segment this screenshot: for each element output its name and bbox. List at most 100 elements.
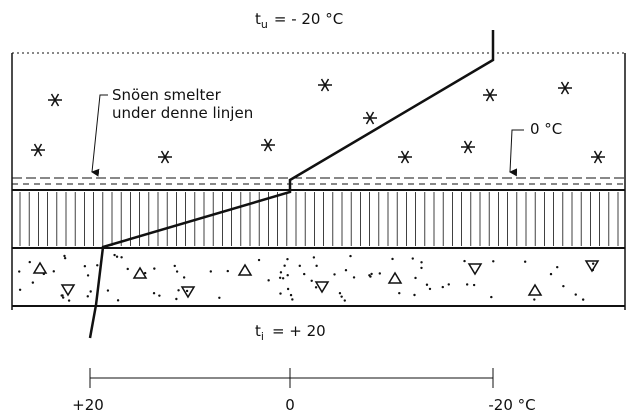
aggregate-dot bbox=[344, 299, 346, 301]
aggregate-dot bbox=[370, 273, 372, 275]
aggregate-dot bbox=[303, 273, 305, 275]
aggregate-dot bbox=[63, 255, 65, 257]
aggregate-dot bbox=[127, 268, 129, 270]
leader-arrow bbox=[510, 130, 524, 172]
scale-label: +20 bbox=[72, 396, 104, 414]
aggregate-dot bbox=[175, 298, 177, 300]
aggregate-dot bbox=[473, 284, 475, 286]
aggregate-dot bbox=[32, 281, 34, 283]
aggregate-stone bbox=[389, 273, 401, 283]
aggregate-dot bbox=[533, 298, 535, 300]
aggregate-stone bbox=[469, 264, 481, 274]
aggregate-dot bbox=[89, 290, 91, 292]
aggregate-dot bbox=[283, 264, 285, 266]
aggregate-dot bbox=[349, 255, 351, 257]
aggregate-dot bbox=[158, 294, 160, 296]
aggregate-dot bbox=[113, 254, 115, 256]
aggregate-dot bbox=[87, 274, 89, 276]
aggregate-dot bbox=[339, 292, 341, 294]
aggregate-dot bbox=[412, 257, 414, 259]
aggregate-stone bbox=[316, 282, 328, 292]
scale: +20 0 -20 °C bbox=[72, 368, 535, 414]
aggregate-dot bbox=[177, 289, 179, 291]
aggregate-dot bbox=[414, 277, 416, 279]
aggregate-dot bbox=[429, 288, 431, 290]
aggregate-dot bbox=[420, 261, 422, 263]
aggregate-dot bbox=[315, 265, 317, 267]
wall-section bbox=[12, 53, 625, 310]
aggregate-dot bbox=[60, 294, 62, 296]
aggregate-dot bbox=[291, 298, 293, 300]
inside-temp: ti= + 20 bbox=[255, 322, 326, 343]
aggregate-dot bbox=[153, 267, 155, 269]
aggregate-dot bbox=[279, 292, 281, 294]
aggregate-dot bbox=[280, 271, 282, 273]
snow-note: Snöen smelter bbox=[112, 86, 222, 104]
aggregate-dot bbox=[29, 261, 31, 263]
aggregate-dot bbox=[313, 256, 315, 258]
aggregate-dot bbox=[282, 277, 284, 279]
aggregate-stone bbox=[239, 265, 251, 275]
aggregate-dot bbox=[68, 299, 70, 301]
aggregate-dot bbox=[218, 297, 220, 299]
zero-note: 0 °C bbox=[530, 120, 562, 138]
aggregate-dot bbox=[592, 263, 594, 265]
aggregate-dot bbox=[299, 265, 301, 267]
aggregate-dot bbox=[279, 277, 281, 279]
aggregate-dot bbox=[286, 258, 288, 260]
aggregate-dot bbox=[333, 273, 335, 275]
outside-temp: tu= - 20 °C bbox=[255, 10, 343, 31]
aggregate-dot bbox=[550, 273, 552, 275]
snow-note: under denne linjen bbox=[112, 104, 253, 122]
aggregate-dot bbox=[186, 290, 188, 292]
aggregate-dot bbox=[183, 276, 185, 278]
aggregate-dot bbox=[398, 292, 400, 294]
aggregate-stone bbox=[34, 263, 46, 273]
aggregate-dot bbox=[116, 256, 118, 258]
aggregate-dot bbox=[442, 286, 444, 288]
diagram: tu= - 20 °C Snöen smelter under denne li… bbox=[0, 0, 631, 415]
aggregate-dot bbox=[556, 266, 558, 268]
aggregate-dot bbox=[311, 280, 313, 282]
aggregate-dot bbox=[267, 279, 269, 281]
aggregate-dot bbox=[562, 285, 564, 287]
aggregate-dot bbox=[107, 289, 109, 291]
aggregate-dot bbox=[345, 269, 347, 271]
aggregate-stone bbox=[62, 285, 74, 295]
aggregate-dot bbox=[413, 294, 415, 296]
aggregate-dot bbox=[426, 284, 428, 286]
aggregate-dot bbox=[62, 296, 64, 298]
aggregate-dot bbox=[53, 270, 55, 272]
aggregate-dot bbox=[210, 270, 212, 272]
aggregate-dot bbox=[466, 283, 468, 285]
aggregate-dot bbox=[448, 283, 450, 285]
aggregate-dot bbox=[463, 260, 465, 262]
aggregate-dot bbox=[420, 267, 422, 269]
aggregate-dot bbox=[353, 276, 355, 278]
aggregate-dot bbox=[227, 270, 229, 272]
aggregate-dot bbox=[582, 298, 584, 300]
aggregate-stone bbox=[529, 285, 541, 295]
aggregate-dot bbox=[176, 270, 178, 272]
scale-label: 0 bbox=[285, 396, 295, 414]
aggregate-dot bbox=[391, 258, 393, 260]
aggregate-dot bbox=[117, 299, 119, 301]
aggregate-dot bbox=[286, 274, 288, 276]
aggregate-dot bbox=[490, 296, 492, 298]
aggregate-stone bbox=[182, 287, 194, 297]
aggregate-dot bbox=[18, 270, 20, 272]
aggregate-dot bbox=[290, 294, 292, 296]
leader-arrow bbox=[92, 95, 108, 172]
aggregate-dot bbox=[87, 295, 89, 297]
aggregate-dot bbox=[258, 259, 260, 261]
aggregate-dot bbox=[19, 289, 21, 291]
aggregate-dot bbox=[96, 264, 98, 266]
aggregate-dot bbox=[340, 295, 342, 297]
aggregate-dot bbox=[524, 260, 526, 262]
scale-label: -20 °C bbox=[488, 396, 535, 414]
aggregate-dot bbox=[153, 292, 155, 294]
aggregate-dot bbox=[287, 288, 289, 290]
aggregate-dot bbox=[174, 265, 176, 267]
aggregate-dot bbox=[120, 256, 122, 258]
aggregate-dot bbox=[315, 286, 317, 288]
